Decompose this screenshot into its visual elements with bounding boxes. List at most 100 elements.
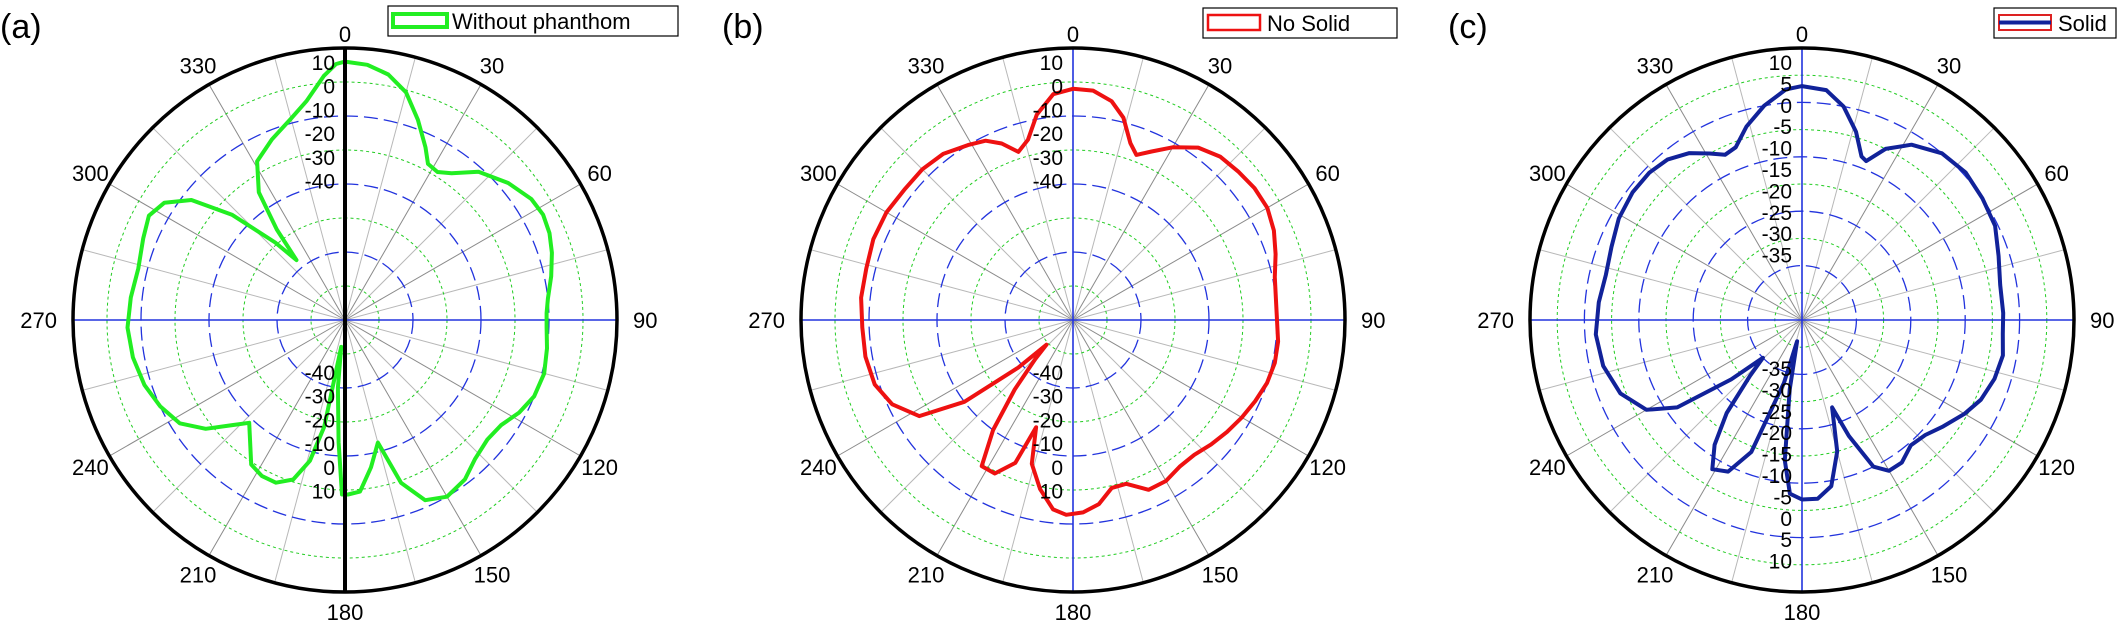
angle-tick-label: 60: [2044, 161, 2068, 186]
series-line: [1593, 84, 2006, 502]
radial-tick-label: -10: [305, 433, 335, 456]
angle-tick-label: 330: [180, 53, 217, 78]
angle-tick-label: 300: [72, 161, 109, 186]
grid-spoke: [1072, 249, 1336, 321]
angle-tick-label: 90: [1361, 308, 1385, 333]
grid-spoke: [1801, 319, 2065, 391]
angle-tick-label: 240: [800, 455, 837, 480]
angle-tick-label: 120: [1309, 455, 1346, 480]
angle-tick-label: 180: [1055, 600, 1092, 623]
radial-tick-label: -20: [1033, 123, 1063, 146]
legend-label: No Solid: [1267, 11, 1350, 36]
grid-spoke: [109, 183, 346, 321]
angle-tick-label: 210: [1637, 563, 1674, 588]
angle-tick-label: 270: [748, 308, 785, 333]
radial-tick-label: 0: [1780, 95, 1792, 118]
angle-tick-label: 270: [1477, 308, 1514, 333]
angle-tick-label: 150: [474, 563, 511, 588]
angle-tick-label: 180: [1784, 600, 1821, 623]
grid-spoke: [1665, 84, 1803, 321]
angle-tick-label: 0: [1067, 22, 1079, 47]
radial-tick-label: -30: [1033, 386, 1063, 409]
series-line: [859, 86, 1281, 517]
radial-tick-label: 10: [1769, 52, 1792, 75]
grid-spoke: [1072, 319, 1144, 583]
angle-tick-label: 330: [908, 53, 945, 78]
radial-tick-label: 5: [1780, 73, 1792, 96]
radial-tick-label: -5: [1773, 116, 1792, 139]
legend-label: Solid: [2058, 11, 2107, 36]
radial-tick-label: -30: [305, 386, 335, 409]
angle-tick-label: 210: [180, 563, 217, 588]
radial-tick-label: -20: [1762, 180, 1792, 203]
radial-tick-label: -40: [305, 171, 335, 194]
angle-tick-label: 270: [20, 308, 57, 333]
angle-tick-label: 90: [633, 308, 657, 333]
legend-box: [387, 5, 679, 37]
radial-tick-label: -10: [1762, 465, 1792, 488]
angle-tick-label: 180: [327, 600, 364, 623]
angle-tick-label: 210: [908, 563, 945, 588]
radial-tick-label: -30: [1033, 147, 1063, 170]
radial-tick-label: -20: [1033, 409, 1063, 432]
angle-tick-label: 120: [581, 455, 618, 480]
radial-tick-label: -10: [1033, 99, 1063, 122]
legend-swatch: [1206, 13, 1262, 32]
radial-tick-label: 0: [1051, 76, 1063, 99]
angle-tick-label: 90: [2090, 308, 2114, 333]
angle-tick-label: 150: [1202, 563, 1239, 588]
grid-spoke: [1801, 57, 1873, 321]
grid-spoke: [1072, 57, 1144, 321]
angle-tick-label: 240: [72, 455, 109, 480]
radial-tick-label: -20: [305, 123, 335, 146]
grid-spoke: [1801, 84, 1939, 321]
legend-swatch: [391, 12, 449, 29]
angle-tick-label: 300: [800, 161, 837, 186]
panel-label: (b): [722, 8, 764, 46]
grid-spoke: [109, 319, 346, 457]
radial-tick-label: 5: [1780, 529, 1792, 552]
legend-box: [1202, 7, 1398, 39]
radial-tick-label: -15: [1762, 159, 1792, 182]
angle-tick-label: 30: [480, 53, 504, 78]
angle-tick-label: 30: [1208, 53, 1232, 78]
radial-tick-label: -40: [305, 362, 335, 385]
grid-spoke: [837, 183, 1074, 321]
panel-label: (a): [0, 8, 42, 46]
angle-tick-label: 150: [1931, 563, 1968, 588]
radial-tick-label: -30: [1762, 223, 1792, 246]
radial-tick-label: -35: [1762, 245, 1792, 268]
angle-tick-label: 120: [2038, 455, 2075, 480]
radial-tick-label: -25: [1762, 202, 1792, 225]
grid-spoke: [1801, 319, 1995, 513]
grid-spoke: [1072, 319, 1336, 391]
grid-spoke: [1609, 127, 1803, 321]
angle-tick-label: 30: [1937, 53, 1961, 78]
radial-tick-label: 0: [1051, 457, 1063, 480]
radial-tick-label: -30: [305, 147, 335, 170]
radial-tick-label: -40: [1033, 171, 1063, 194]
radial-tick-label: -10: [305, 99, 335, 122]
angle-tick-label: 60: [587, 161, 611, 186]
panel-label: (c): [1448, 8, 1488, 46]
radial-tick-label: -10: [1762, 138, 1792, 161]
outer-circle: [1528, 46, 2076, 594]
radial-tick-label: 10: [1769, 551, 1792, 574]
radial-tick-label: -30: [1762, 379, 1792, 402]
angle-tick-label: 60: [1315, 161, 1339, 186]
grid-spoke: [344, 57, 416, 321]
radial-tick-label: -5: [1773, 486, 1792, 509]
radial-tick-label: -35: [1762, 358, 1792, 381]
grid-spoke: [344, 249, 608, 321]
radial-tick-label: -10: [1033, 433, 1063, 456]
radial-tick-label: 10: [312, 52, 335, 75]
radial-tick-label: -40: [1033, 362, 1063, 385]
grid-spoke: [344, 319, 608, 391]
radial-tick-label: 10: [1040, 52, 1063, 75]
grid-spoke: [1801, 319, 2038, 457]
radial-tick-label: -15: [1762, 444, 1792, 467]
angle-tick-label: 0: [1796, 22, 1808, 47]
radial-tick-label: -20: [305, 409, 335, 432]
